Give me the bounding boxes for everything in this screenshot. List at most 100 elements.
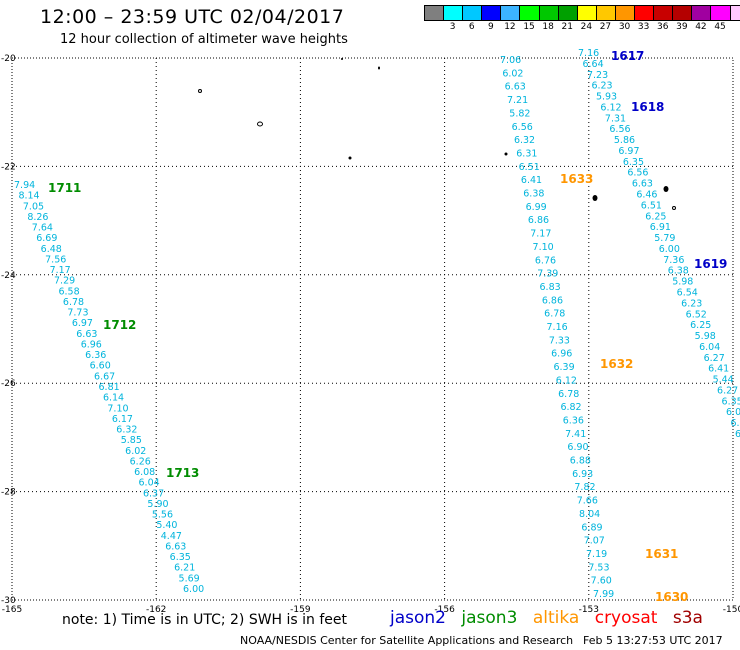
wave-height-value: 6.21 [174,563,195,574]
wave-height-value: 6.38 [523,189,544,200]
wave-height-value: 7.94 [14,180,35,191]
wave-height-value: 6.97 [72,318,93,329]
wave-height-value: 6.39 [553,362,574,373]
wave-height-value: 5.40 [156,520,177,531]
wave-height-value: 6.35 [623,157,644,168]
island [341,58,343,60]
lon-tick-label: -159 [290,605,311,615]
wave-height-value: 6.36 [563,415,584,426]
wave-height-value: 8.26 [27,212,48,223]
wave-height-value: 6.00 [659,244,680,255]
wave-height-value: 6.56 [512,122,533,133]
colorbar-swatch [463,6,483,20]
wave-height-value: 6.63 [505,82,526,93]
wave-height-value: 8.04 [579,509,600,520]
map-frame [11,57,734,601]
island [663,186,669,192]
colorbar-label: 24 [580,22,593,32]
colorbar-label: 33 [637,22,650,32]
wave-height-value: 6.51 [519,162,540,173]
axis-tick-labels: -165 -162 -159 -156 -153 -150 -20 -22 -24 -26 -28 -… [1,54,740,615]
pass-label: 1630 [655,590,688,604]
wave-height-value: 6.23 [591,81,612,92]
wave-height-value: 7.41 [565,429,586,440]
wave-height-value: 5.69 [179,573,200,584]
map-title: 12:00 – 23:59 UTC 02/04/2017 [40,6,345,28]
legend-s3a: s3a [672,608,703,628]
wave-height-value: 6.23 [681,298,702,309]
wave-height-value: 7.10 [533,242,554,253]
wave-height-value: 7.29 [54,276,75,287]
pass-label: 1711 [48,181,81,195]
pass-label: 1631 [645,547,678,561]
colorbar-swatch [654,6,674,20]
lat-tick-label: -20 [1,54,16,64]
wave-height-value: 7.06 [500,55,521,66]
pass-labels: 1617 1618 1619 1633 1632 1631 1630 1711 1712 1713 [48,49,727,604]
wave-height-value: 6.63 [165,541,186,552]
colorbar-swatch [692,6,712,20]
wave-height-value: 5.90 [147,499,168,510]
wave-height-value: 6.76 [535,255,556,266]
pass-label: 1713 [166,466,199,480]
colorbar-label: 9 [487,22,494,32]
wave-height-value: 6.31 [516,148,537,159]
wave-height-value: 6.12 [600,102,621,113]
pass-label: 1618 [631,100,664,114]
wave-height-value: 7.66 [577,496,598,507]
wave-height-value: 7.39 [537,269,558,280]
wave-height-value: 6.02 [502,68,523,79]
wave-height-value: 6.89 [581,522,602,533]
colorbar-label: 15 [523,22,535,32]
wave-height-value: 6.69 [36,233,57,244]
legend-altika: altika [532,608,580,628]
wave-height-value: 6.56 [609,124,630,135]
island [378,66,380,70]
wave-height-value: 6.25 [645,211,666,222]
colorbar-label: 30 [618,22,631,32]
wave-height-value: 6.48 [41,244,62,255]
wave-height-value: 6.04 [139,478,160,489]
lon-tick-label: -162 [146,605,166,615]
colorbar-label: 42 [695,22,707,32]
lat-tick-label: -22 [1,162,16,172]
wave-height-value: 7.16 [578,48,599,59]
wave-height-value: 5.79 [654,233,675,244]
lat-tick-label: -28 [1,488,16,498]
wave-height-value: 6.96 [551,349,572,360]
wave-height-value: 7.73 [67,308,88,319]
wave-height-value: 7.07 [584,536,605,547]
wave-height-value: 6.60 [90,361,111,372]
wave-height-value: 6.96 [81,339,102,350]
lon-tick-label: -165 [2,605,22,615]
wave-height-value: 7.19 [586,549,607,560]
wave-height-value: 5.82 [509,108,530,119]
wave-height-value: 7.33 [549,335,570,346]
colorbar-label: 36 [657,22,669,32]
colorbar-swatch [577,6,597,20]
island [198,89,202,93]
colorbar-swatch [635,6,655,20]
island [672,206,676,210]
wave-height-value: 6.63 [632,179,653,190]
wave-height-value: 7.82 [574,482,595,493]
wave-height-value: 6.86 [528,215,549,226]
wave-height-value: 6.81 [99,382,120,393]
wave-height-value: 7.56 [45,254,66,265]
wave-height-value: 6.64 [582,59,603,70]
wave-height-value: 8.14 [18,191,39,202]
lat-tick-label: -30 [1,596,16,606]
wave-height-value: 7.21 [507,95,528,106]
lat-tick-label: -24 [1,271,16,281]
wave-height-value: 6.51 [641,200,662,211]
colorbar-label: 3 [449,22,456,32]
colorbar-swatch [673,6,693,20]
colorbar-swatch [425,6,445,20]
wave-height-value: 7.05 [23,201,44,212]
generated-timestamp: Feb 5 13:27:53 UTC 2017 [583,634,723,647]
wave-height-value: 7.31 [605,113,626,124]
wave-height-value: 7.53 [588,562,609,573]
wave-height-value: 6.73 [731,418,740,429]
wave-height-value: 6.04 [699,342,720,353]
wave-height-value: 7.60 [591,576,612,587]
